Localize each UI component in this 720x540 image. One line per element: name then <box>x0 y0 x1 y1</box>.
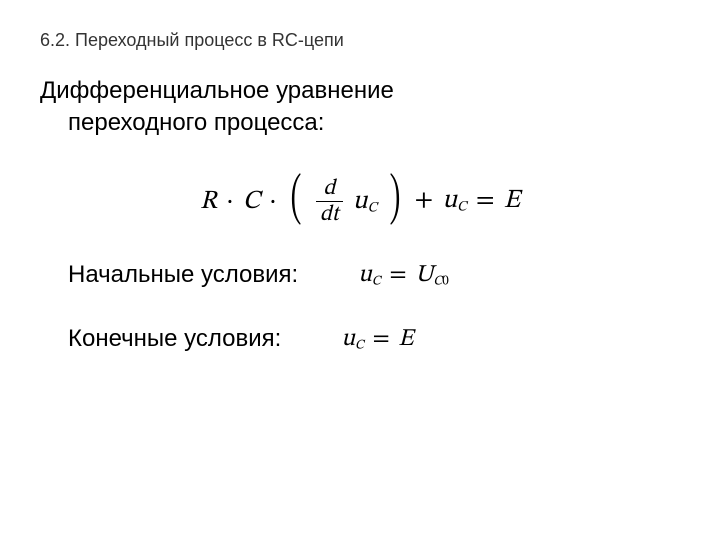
ic-eq: = <box>386 263 409 287</box>
paren-group: ( d dt uC ) <box>286 174 406 230</box>
op-eq-main: = <box>473 188 498 214</box>
ic-u: u <box>358 263 372 287</box>
initial-conditions-eq-cell: uC = UC0 <box>298 260 680 290</box>
ic-U: U <box>415 263 433 287</box>
fc-sub-c: C <box>355 339 364 352</box>
sub-c-2: C <box>457 201 467 215</box>
conditions-block: Начальные условия: uC = UC0 Конечные усл… <box>40 260 680 355</box>
final-conditions-label: Конечные условия: <box>40 325 281 353</box>
ic-sub-c: C <box>372 275 381 288</box>
left-paren: ( <box>290 172 301 228</box>
sym-u-2: u <box>442 188 457 214</box>
ic-sub-0: 0 <box>442 275 449 288</box>
after-paren: + uC = E <box>411 185 520 218</box>
paren-inner: d dt uC <box>312 178 379 226</box>
frac-num: d <box>316 178 343 201</box>
diff-eq-heading: Дифференциальное уравнение переходного п… <box>40 75 680 140</box>
fc-eq: = <box>370 327 393 351</box>
final-conditions-eq-cell: uC = E <box>281 324 680 354</box>
fraction-ddt: d dt <box>316 178 343 226</box>
op-dot-2: · <box>266 189 279 215</box>
heading-line-2: переходного процесса: <box>40 107 680 139</box>
initial-conditions-row: Начальные условия: uC = UC0 <box>40 260 680 290</box>
sym-C: C <box>243 189 260 215</box>
sub-c-1: C <box>368 202 378 216</box>
sym-E-main: E <box>504 188 520 214</box>
main-equation-block: R · C · ( d dt uC ) + uC = E <box>40 174 680 230</box>
sym-u-1: u <box>353 189 368 215</box>
frac-den: dt <box>316 201 343 226</box>
ic-sub-C: C <box>433 275 442 288</box>
main-equation: R · C · ( d dt uC ) + uC = E <box>200 189 520 215</box>
initial-conditions-label: Начальные условия: <box>40 261 298 289</box>
fc-u: u <box>341 327 355 351</box>
initial-conditions-eq: uC = UC0 <box>358 263 449 287</box>
fc-E: E <box>398 327 413 351</box>
sym-R: R <box>200 189 217 215</box>
op-plus: + <box>411 188 436 214</box>
heading-line-1: Дифференциальное уравнение <box>40 77 394 104</box>
right-paren: ) <box>390 172 401 228</box>
slide: 6.2. Переходный процесс в RC-цепи Диффер… <box>0 0 720 540</box>
final-conditions-eq: uC = E <box>341 327 413 351</box>
op-dot-1: · <box>223 189 236 215</box>
final-conditions-row: Конечные условия: uC = E <box>40 324 680 354</box>
section-title: 6.2. Переходный процесс в RC-цепи <box>40 30 680 51</box>
